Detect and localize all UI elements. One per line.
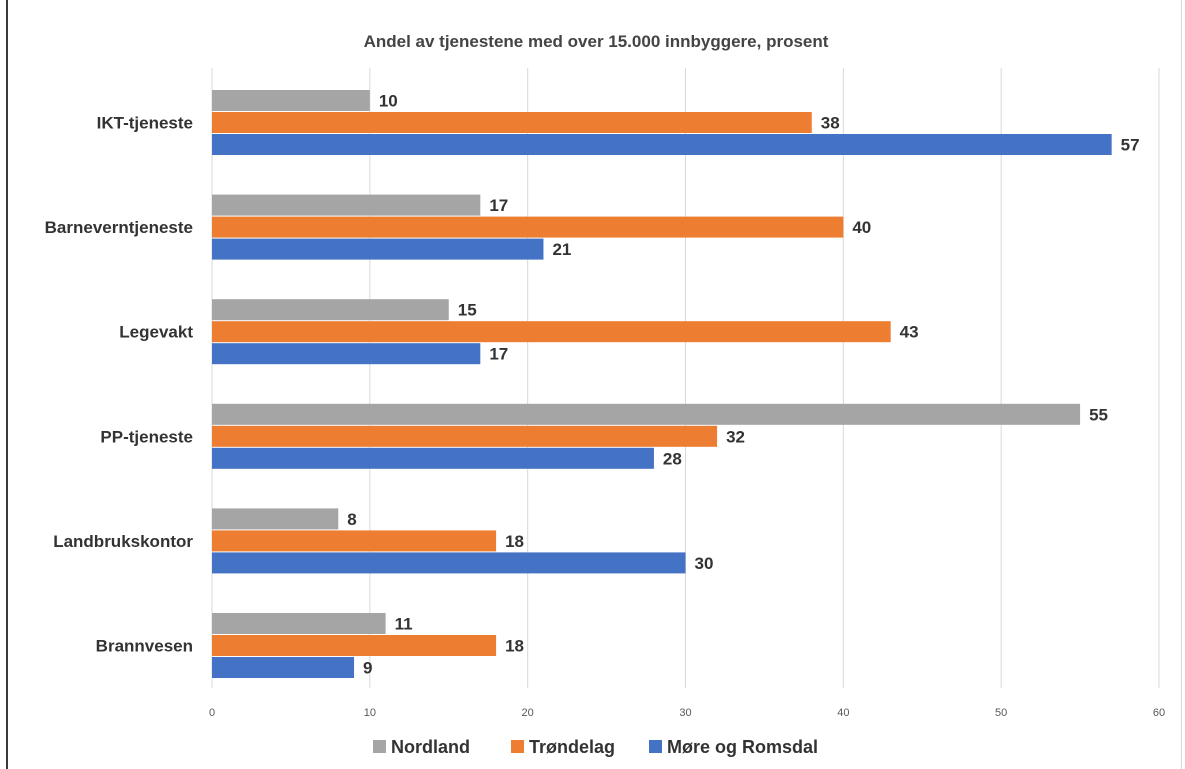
- x-tick-label: 40: [837, 707, 849, 719]
- data-label: 18: [505, 637, 524, 656]
- bar: [212, 530, 497, 552]
- data-label: 10: [379, 92, 398, 111]
- data-label: 8: [347, 510, 356, 529]
- data-label: 38: [821, 114, 840, 133]
- bar: [212, 425, 718, 447]
- x-tick-label: 60: [1153, 707, 1165, 719]
- bar: [212, 447, 654, 469]
- data-label: 9: [363, 659, 372, 678]
- data-label: 43: [900, 323, 919, 342]
- bar: [212, 299, 449, 321]
- legend-swatch: [373, 740, 386, 753]
- legend-swatch: [649, 740, 662, 753]
- data-label: 57: [1121, 136, 1140, 155]
- legend-swatch: [511, 740, 524, 753]
- data-label: 55: [1089, 405, 1108, 424]
- data-label: 32: [726, 427, 745, 446]
- bar: [212, 403, 1081, 425]
- data-label: 21: [552, 240, 571, 259]
- category-label: Legevakt: [119, 323, 193, 342]
- category-label: Landbrukskontor: [53, 532, 193, 551]
- x-tick-label: 20: [522, 707, 534, 719]
- data-label: 15: [458, 301, 477, 320]
- data-label: 28: [663, 449, 682, 468]
- category-label: Brannvesen: [96, 637, 193, 656]
- bar: [212, 194, 481, 216]
- bar: [212, 238, 544, 260]
- legend: Nordland Trøndelag Møre og Romsdal: [373, 737, 818, 757]
- bar: [212, 635, 497, 656]
- data-label: 30: [695, 554, 714, 573]
- bar: [212, 112, 812, 133]
- x-tick-label: 0: [209, 707, 215, 719]
- data-label: 18: [505, 532, 524, 551]
- legend-label: Trøndelag: [529, 737, 615, 757]
- data-label: 17: [489, 196, 508, 215]
- legend-label: Nordland: [391, 737, 470, 757]
- data-label: 40: [852, 218, 871, 237]
- data-labels: 10 38 57 17 40 21 15 43 17 55 32 28 8 18 30 11 18 9: [347, 92, 1139, 678]
- data-label: 11: [395, 615, 413, 634]
- x-tick-label: 50: [995, 707, 1007, 719]
- bar: [212, 90, 370, 111]
- bar: [212, 321, 891, 343]
- category-labels: IKT-tjeneste Barneverntjeneste Legevakt PP-…: [45, 114, 194, 656]
- legend-label: Møre og Romsdal: [667, 737, 818, 757]
- bar: [212, 613, 386, 634]
- bar: [212, 552, 686, 574]
- bar: [212, 134, 1112, 155]
- bar: [212, 657, 355, 678]
- x-axis-ticks: 0 10 20 30 40 50 60: [209, 707, 1165, 719]
- category-label: Barneverntjeneste: [45, 218, 193, 237]
- chart-title: Andel av tjenestene med over 15.000 innb…: [364, 32, 829, 51]
- category-label: PP-tjeneste: [100, 427, 193, 446]
- category-label: IKT-tjeneste: [97, 114, 193, 133]
- gridlines: [211, 68, 1160, 688]
- x-tick-label: 10: [364, 707, 376, 719]
- bars: [212, 90, 1112, 678]
- bar: [212, 216, 844, 238]
- bar: [212, 508, 339, 530]
- bar: [212, 343, 481, 365]
- data-label: 17: [489, 345, 508, 364]
- x-tick-label: 30: [679, 707, 691, 719]
